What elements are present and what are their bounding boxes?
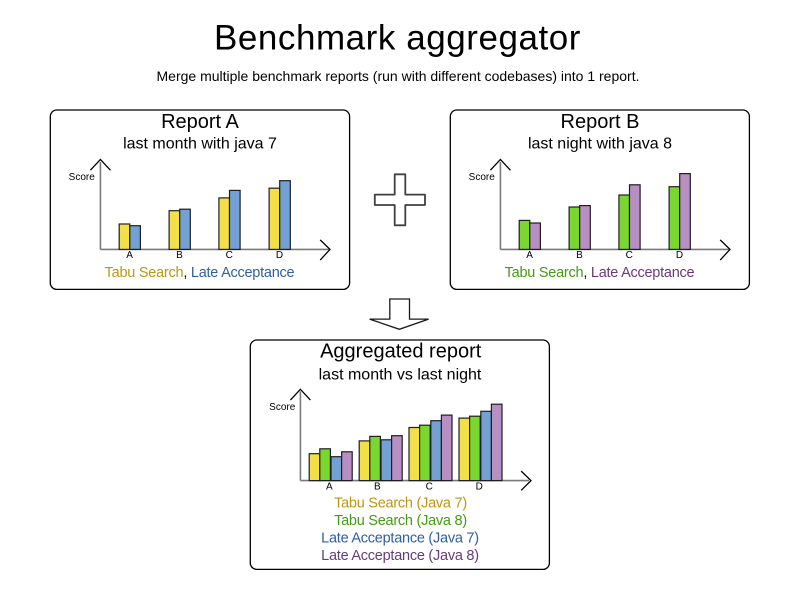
- svg-text:B: B: [576, 250, 583, 261]
- svg-text:last month vs last night: last month vs last night: [319, 366, 482, 383]
- svg-text:last month with java 7: last month with java 7: [123, 136, 277, 153]
- svg-text:Score: Score: [469, 172, 496, 183]
- svg-text:Aggregated report: Aggregated report: [320, 340, 482, 362]
- svg-text:D: D: [476, 481, 483, 492]
- svg-text:last night with java 8: last night with java 8: [528, 136, 672, 153]
- svg-text:A: A: [526, 250, 533, 261]
- svg-text:Score: Score: [69, 172, 96, 183]
- svg-text:Late Acceptance (Java 7): Late Acceptance (Java 7): [321, 531, 479, 547]
- svg-text:Late Acceptance (Java 8): Late Acceptance (Java 8): [321, 548, 479, 564]
- svg-text:C: C: [626, 250, 633, 261]
- svg-text:B: B: [176, 250, 183, 261]
- svg-text:Tabu Search (Java 8): Tabu Search (Java 8): [334, 513, 467, 529]
- svg-text:D: D: [276, 250, 283, 261]
- svg-text:B: B: [374, 481, 381, 492]
- svg-text:Tabu Search (Java 7): Tabu Search (Java 7): [334, 495, 467, 511]
- svg-text:Tabu Search, Late Acceptance: Tabu Search, Late Acceptance: [505, 265, 695, 281]
- svg-text:Merge multiple benchmark repor: Merge multiple benchmark reports (run wi…: [157, 68, 640, 84]
- svg-text:Benchmark aggregator: Benchmark aggregator: [214, 19, 581, 58]
- svg-text:Tabu Search, Late Acceptance: Tabu Search, Late Acceptance: [105, 265, 295, 281]
- svg-text:D: D: [676, 250, 683, 261]
- svg-text:Report B: Report B: [561, 111, 640, 133]
- svg-text:A: A: [126, 250, 133, 261]
- svg-text:C: C: [426, 481, 433, 492]
- svg-text:Score: Score: [269, 402, 296, 413]
- svg-text:A: A: [326, 481, 333, 492]
- svg-text:Report A: Report A: [161, 111, 239, 133]
- svg-text:C: C: [226, 250, 233, 261]
